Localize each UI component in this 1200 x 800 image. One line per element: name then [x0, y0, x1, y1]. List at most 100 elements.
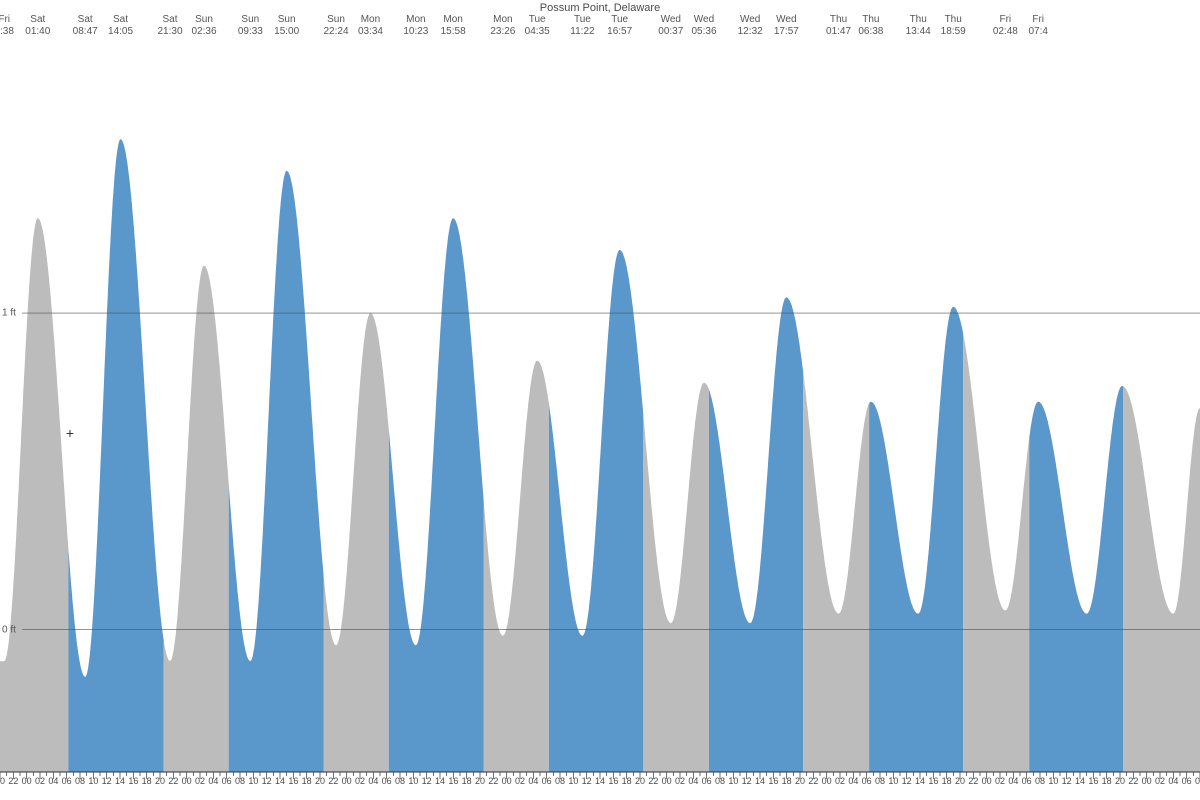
- x-tick-label: 10: [1048, 776, 1058, 786]
- header-day: Sun: [238, 14, 263, 26]
- x-tick-label: 20: [795, 776, 805, 786]
- x-tick-label: 08: [235, 776, 245, 786]
- header-day: Fri: [0, 14, 14, 26]
- header-day: Fri: [993, 14, 1018, 26]
- x-tick-label: 14: [1075, 776, 1085, 786]
- x-tick-label: 06: [1022, 776, 1032, 786]
- header-time: 00:37: [658, 26, 683, 38]
- tide-band: [69, 139, 164, 772]
- x-tick-label: 00: [822, 776, 832, 786]
- x-tick-label: 04: [368, 776, 378, 786]
- x-tick-label: 18: [782, 776, 792, 786]
- x-tick-label: 04: [1168, 776, 1178, 786]
- header-time: 09:33: [238, 26, 263, 38]
- x-tick-label: 00: [182, 776, 192, 786]
- x-tick-label: 00: [342, 776, 352, 786]
- x-tick-label: 08: [555, 776, 565, 786]
- header-label: Fri07:4: [1028, 14, 1047, 38]
- x-tick-label: 22: [488, 776, 498, 786]
- x-tick-label: 06: [542, 776, 552, 786]
- header-day: Thu: [826, 14, 851, 26]
- x-tick-label: 20: [475, 776, 485, 786]
- header-day: Thu: [906, 14, 931, 26]
- header-day: Tue: [525, 14, 550, 26]
- x-tick-label: 04: [1008, 776, 1018, 786]
- header-time: 02:36: [191, 26, 216, 38]
- x-tick-label: 00: [662, 776, 672, 786]
- header-label: Mon03:34: [358, 14, 383, 38]
- header-time: 14:05: [108, 26, 133, 38]
- header-label: Thu18:59: [941, 14, 966, 38]
- x-tick-label: 16: [928, 776, 938, 786]
- x-tick-label: 20: [0, 776, 5, 786]
- header-day: Tue: [607, 14, 632, 26]
- header-label: Wed17:57: [774, 14, 799, 38]
- header-label: Wed00:37: [658, 14, 683, 38]
- header-label: Mon15:58: [441, 14, 466, 38]
- header-day: Sun: [323, 14, 348, 26]
- header-time: 13:44: [906, 26, 931, 38]
- x-tick-label: 08: [395, 776, 405, 786]
- x-axis-labels: 2022000204060810121416182022000204060810…: [0, 776, 1200, 788]
- x-tick-label: 16: [128, 776, 138, 786]
- x-tick-label: 10: [568, 776, 578, 786]
- x-tick-label: 20: [955, 776, 965, 786]
- header-day: Wed: [738, 14, 763, 26]
- header-label: Sun15:00: [274, 14, 299, 38]
- x-tick-label: 14: [915, 776, 925, 786]
- x-tick-label: 18: [142, 776, 152, 786]
- x-tick-label: 20: [155, 776, 165, 786]
- header-time: 08:47: [73, 26, 98, 38]
- header-time: 05:36: [691, 26, 716, 38]
- x-tick-label: 06: [382, 776, 392, 786]
- header-day: Sat: [73, 14, 98, 26]
- header-time: 01:40: [25, 26, 50, 38]
- x-tick-label: 08: [715, 776, 725, 786]
- x-tick-label: 22: [648, 776, 658, 786]
- header-time: 0:38: [0, 26, 14, 38]
- x-tick-label: 04: [688, 776, 698, 786]
- header-day: Mon: [441, 14, 466, 26]
- header-label: Tue16:57: [607, 14, 632, 38]
- x-tick-label: 08: [75, 776, 85, 786]
- x-tick-label: 06: [222, 776, 232, 786]
- x-tick-label: 04: [848, 776, 858, 786]
- header-day: Sat: [25, 14, 50, 26]
- x-tick-label: 00: [1142, 776, 1152, 786]
- x-tick-label: 12: [102, 776, 112, 786]
- header-time: 17:57: [774, 26, 799, 38]
- header-label: Thu01:47: [826, 14, 851, 38]
- header-time: 23:26: [490, 26, 515, 38]
- tide-band: [803, 372, 869, 772]
- x-tick-label: 16: [768, 776, 778, 786]
- x-tick-label: 20: [635, 776, 645, 786]
- header-label: Sun09:33: [238, 14, 263, 38]
- header-time: 18:59: [941, 26, 966, 38]
- header-label: Sun22:24: [323, 14, 348, 38]
- header-time: 10:23: [403, 26, 428, 38]
- header-day: Wed: [774, 14, 799, 26]
- header-time: 06:38: [858, 26, 883, 38]
- tide-band: [229, 171, 324, 772]
- header-label: Thu13:44: [906, 14, 931, 38]
- header-day: Tue: [570, 14, 594, 26]
- header-time: 04:35: [525, 26, 550, 38]
- x-tick-label: 00: [982, 776, 992, 786]
- header-day: Thu: [941, 14, 966, 26]
- x-tick-label: 20: [315, 776, 325, 786]
- x-tick-label: 22: [968, 776, 978, 786]
- x-tick-label: 18: [1102, 776, 1112, 786]
- x-tick-label: 14: [435, 776, 445, 786]
- tide-band: [324, 313, 389, 772]
- x-tick-label: 10: [88, 776, 98, 786]
- x-tick-label: 02: [675, 776, 685, 786]
- tide-band: [0, 218, 69, 772]
- x-tick-label: 16: [1088, 776, 1098, 786]
- header-day: Thu: [858, 14, 883, 26]
- x-tick-label: 18: [462, 776, 472, 786]
- header-time: 07:4: [1028, 26, 1047, 38]
- x-tick-label: 08: [1195, 776, 1200, 786]
- x-tick-label: 02: [1155, 776, 1165, 786]
- x-tick-label: 06: [62, 776, 72, 786]
- x-tick-label: 22: [8, 776, 18, 786]
